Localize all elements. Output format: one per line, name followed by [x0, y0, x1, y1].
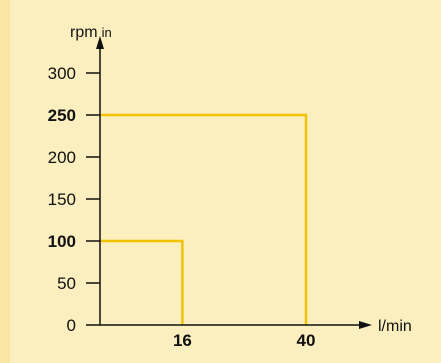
x-axis-arrow-icon — [359, 321, 372, 329]
y-axis-label-suffix: in — [102, 25, 112, 40]
y-tick-label: 100 — [48, 232, 76, 251]
y-tick-label: 300 — [48, 64, 76, 83]
y-axis-label: rpm — [70, 24, 98, 41]
y-axis-title: rpm in — [70, 24, 112, 41]
y-tick-label: 50 — [57, 274, 76, 293]
ticks-layer: 0 50 100 150 200 250 300 16 40 — [48, 64, 316, 350]
y-tick-label: 200 — [48, 148, 76, 167]
y-axis-arrow-icon — [96, 36, 104, 49]
series-line — [100, 113, 308, 325]
series-line — [100, 239, 184, 325]
series-layer — [100, 113, 308, 325]
y-tick-label: 250 — [48, 106, 76, 125]
y-tick-label: 0 — [67, 316, 76, 335]
y-tick-label: 150 — [48, 190, 76, 209]
x-tick-label: 16 — [173, 331, 192, 350]
x-axis-title: l/min — [378, 318, 412, 335]
axes-layer — [96, 36, 372, 329]
x-tick-label: 40 — [297, 331, 316, 350]
